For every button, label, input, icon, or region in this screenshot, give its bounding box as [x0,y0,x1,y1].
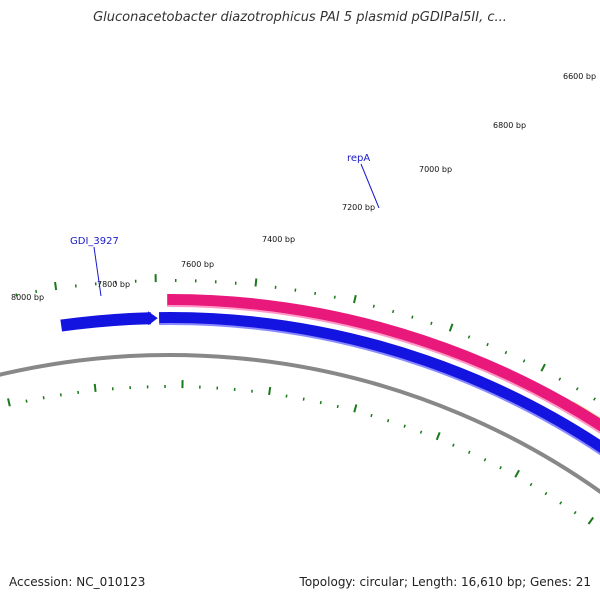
gene-reverse-track-a[interactable] [60,312,152,332]
map-title: Gluconacetobacter diazotrophicus PAI 5 p… [93,10,507,25]
outer-minor-tick [558,377,562,381]
scale-label-7200: 7200 bp [342,203,375,212]
inner-minor-tick [302,397,305,401]
outer-minor-tick [314,291,317,296]
inner-minor-tick [544,491,548,496]
inner-minor-tick [419,430,423,434]
outer-major-tick [54,281,58,291]
inner-minor-tick [499,466,502,470]
outer-minor-tick [372,304,375,308]
inner-major-tick [7,398,11,407]
inner-minor-tick [319,400,322,405]
gene-label-leader-repA [360,163,380,209]
outer-minor-tick [504,350,508,355]
outer-minor-tick [467,335,471,339]
gene-reverse-highlight [159,323,600,456]
accession-text: Accession: NC_010123 [9,575,146,589]
inner-minor-tick [483,458,487,462]
outer-minor-tick [411,315,414,319]
scale-label-7000: 7000 bp [419,165,452,174]
inner-minor-tick [42,396,45,400]
scale-label-8000: 8000 bp [11,293,44,302]
topology-summary-text: Topology: circular; Length: 16,610 bp; G… [299,575,591,589]
gene-label-leader-GDI_3927 [93,246,102,297]
gene-repA-track[interactable] [167,293,600,461]
scale-label-7600: 7600 bp [181,260,214,269]
inner-major-tick [268,386,272,396]
outer-tick-ring [15,274,596,401]
outer-minor-tick [430,321,433,325]
outer-major-tick [254,278,258,287]
inner-major-tick [435,432,441,441]
outer-minor-tick [15,293,18,297]
gene-arrowhead [147,311,158,326]
inner-major-tick [514,469,520,478]
inner-minor-tick [559,501,563,505]
gene-GDI_3927-track[interactable] [159,312,600,492]
outer-minor-tick [522,359,526,363]
scale-label-6600: 6600 bp [563,72,596,81]
inner-minor-tick [452,443,455,447]
scale-label-7400: 7400 bp [262,235,295,244]
inner-major-tick [353,404,358,413]
inner-minor-tick [386,418,390,423]
outer-major-tick [448,323,454,332]
inner-minor-tick [403,424,406,428]
outer-major-tick [353,294,357,304]
inner-minor-tick [25,399,28,403]
outer-minor-tick [333,295,336,299]
outer-minor-tick [575,387,579,391]
inner-tick-ring [7,380,595,525]
outer-minor-tick [486,342,489,347]
inner-minor-tick [336,404,339,409]
inner-major-tick [587,516,595,525]
inner-major-tick [93,383,97,393]
plasmid-backbone [0,353,600,495]
inner-minor-tick [529,482,533,487]
scale-label-7800: 7800 bp [97,280,130,289]
inner-minor-tick [467,450,471,454]
gene-label-GDI_3927[interactable]: GDI_3927 [70,236,119,247]
gene-label-repA[interactable]: repA [347,153,370,164]
inner-minor-tick [370,413,373,418]
gene-repA-highlight [167,304,600,434]
scale-label-6800: 6800 bp [493,121,526,130]
outer-minor-tick [593,397,596,401]
inner-minor-tick [573,511,577,515]
outer-major-tick [540,363,546,372]
outer-minor-tick [392,309,395,314]
